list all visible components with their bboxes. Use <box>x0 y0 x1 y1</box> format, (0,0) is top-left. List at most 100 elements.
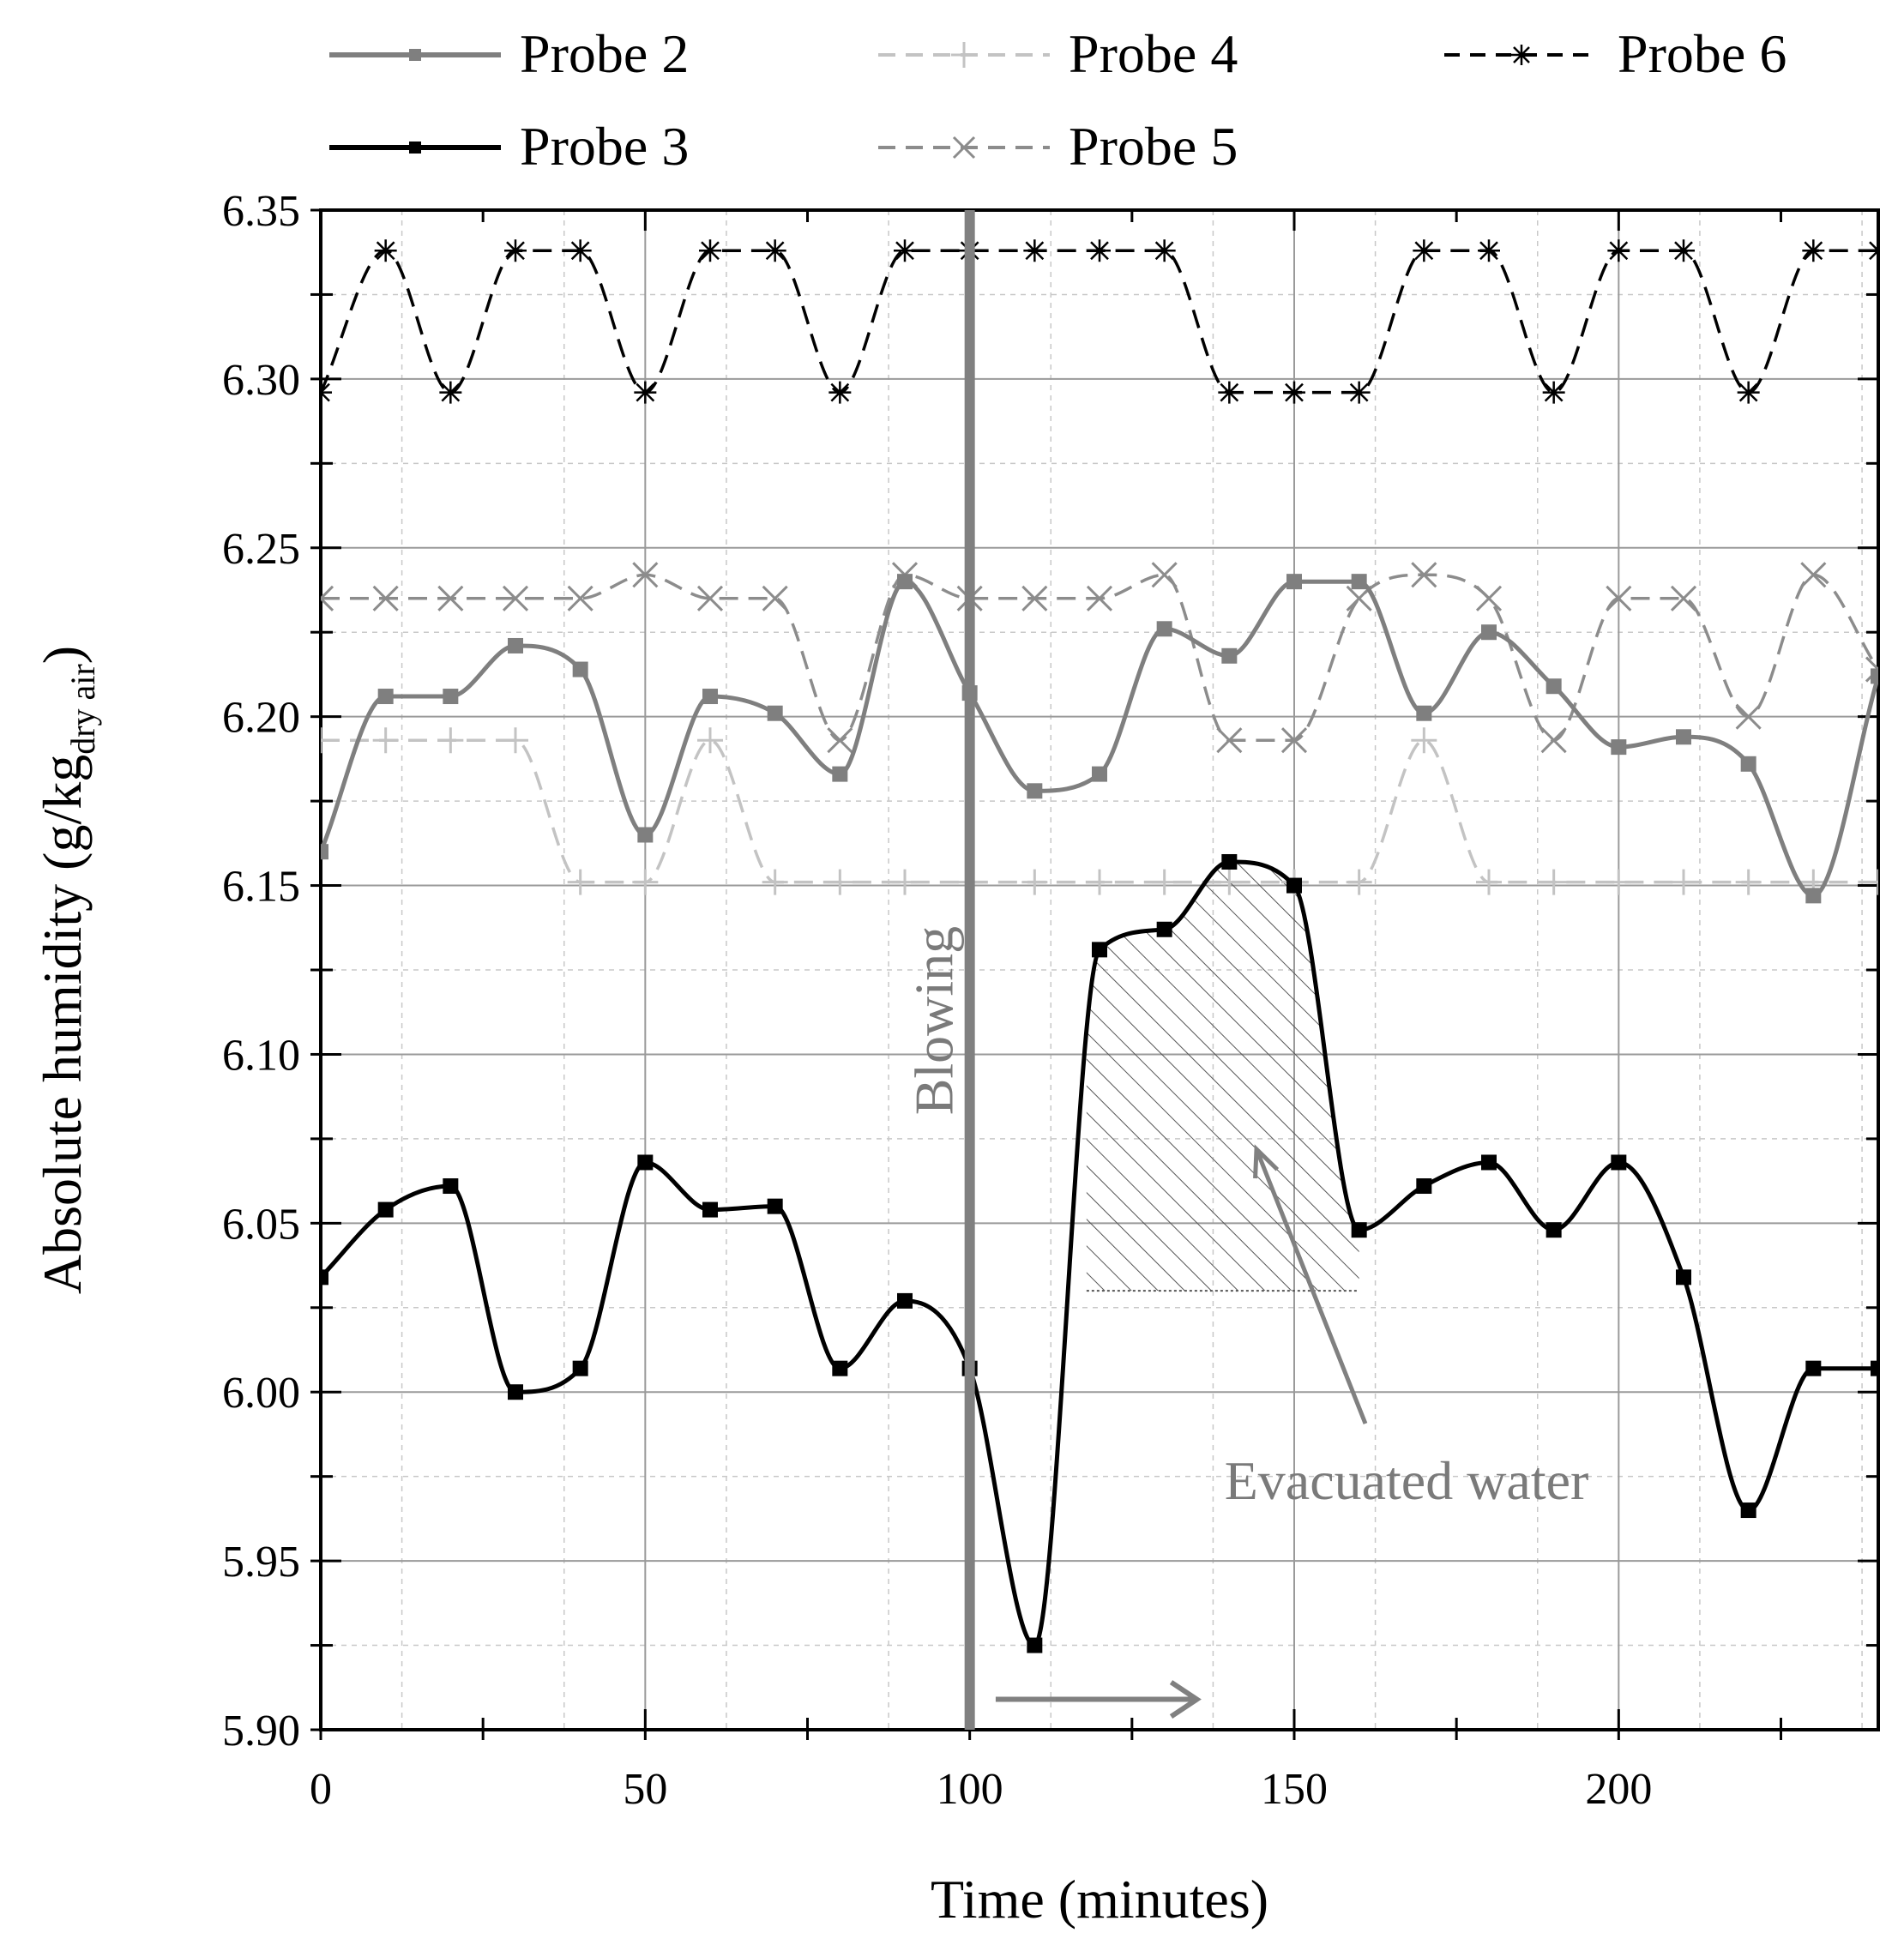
svg-text:Absolute humidity (g/kgdry air: Absolute humidity (g/kgdry air) <box>32 646 102 1294</box>
data-point-probe-4 <box>1671 869 1696 895</box>
data-point-probe-5 <box>1865 656 1878 683</box>
data-point-probe-3 <box>572 1360 588 1376</box>
data-point-probe-2 <box>702 689 718 705</box>
legend-label-probe-6: Probe 6 <box>1618 23 1787 84</box>
data-point-probe-5 <box>827 727 853 754</box>
data-point-probe-5 <box>1800 562 1827 588</box>
y-tick-label: 5.95 <box>222 1538 300 1587</box>
legend-entry-probe-5: Probe 5 <box>878 116 1238 177</box>
data-point-probe-3 <box>1351 1222 1367 1238</box>
data-point-probe-6 <box>1283 381 1305 404</box>
data-point-probe-6 <box>1413 239 1436 262</box>
data-point-probe-2 <box>508 637 523 653</box>
data-point-probe-6 <box>1867 239 1878 262</box>
y-axis-title-close: ) <box>32 646 93 664</box>
data-point-probe-2 <box>1676 729 1691 745</box>
data-point-probe-4 <box>1021 869 1048 895</box>
series-line-probe-2 <box>321 579 1878 898</box>
series-probe-4 <box>321 727 1878 895</box>
data-point-probe-3 <box>832 1360 848 1376</box>
data-point-probe-6 <box>374 239 397 262</box>
data-point-probe-6 <box>1607 239 1630 262</box>
data-point-probe-4 <box>697 727 723 754</box>
data-point-probe-2 <box>321 844 328 860</box>
data-point-probe-5 <box>1280 727 1308 754</box>
data-point-probe-4 <box>827 869 853 895</box>
data-point-probe-5 <box>1735 703 1762 730</box>
legend-label-probe-2: Probe 2 <box>520 23 689 84</box>
data-point-probe-6 <box>699 239 721 262</box>
data-point-probe-5 <box>1151 562 1178 588</box>
data-point-probe-3 <box>1740 1502 1756 1519</box>
evacuated-pointer-shaft <box>1254 1148 1368 1424</box>
data-point-probe-6 <box>634 381 657 404</box>
data-point-probe-5 <box>372 585 399 611</box>
data-point-probe-2 <box>1740 756 1756 772</box>
data-point-probe-6 <box>894 239 916 262</box>
data-point-probe-2 <box>767 705 783 721</box>
legend: Probe 2 Probe 3 Probe 4 Probe 5 Probe 6 <box>329 23 1787 177</box>
data-point-probe-2 <box>1351 574 1367 590</box>
data-point-probe-2 <box>572 661 588 677</box>
data-point-probe-3 <box>702 1201 718 1218</box>
series-probe-3 <box>321 853 1878 1653</box>
y-axis-title: Absolute humidity (g/kgdry air) <box>32 646 102 1294</box>
data-point-probe-5 <box>762 585 788 611</box>
evacuated-water-hatch <box>1086 862 1359 1292</box>
data-point-probe-6 <box>1153 239 1176 262</box>
legend-entry-probe-6: Probe 6 <box>1444 23 1787 84</box>
data-point-probe-4 <box>762 869 788 895</box>
data-point-probe-6 <box>828 381 852 404</box>
data-point-probe-2 <box>1092 766 1107 782</box>
data-point-probe-5 <box>1606 585 1632 611</box>
data-point-probe-4 <box>1411 727 1437 754</box>
data-point-probe-2 <box>1481 624 1497 641</box>
legend-entry-probe-4: Probe 4 <box>878 23 1238 84</box>
axes: 0 50 100 150 200 5.90 5.95 6.00 6.05 6.10 6.15 6.20… <box>222 187 1880 1814</box>
data-point-probe-6 <box>1542 381 1565 404</box>
y-tick-label: 6.30 <box>222 356 300 405</box>
legend-entry-probe-3: Probe 3 <box>329 116 689 177</box>
data-point-probe-3 <box>508 1384 523 1400</box>
data-point-probe-6 <box>1478 239 1500 262</box>
data-point-probe-3 <box>897 1292 913 1309</box>
data-point-probe-2 <box>1156 621 1172 637</box>
data-point-probe-3 <box>1156 921 1172 937</box>
data-point-probe-3 <box>321 1269 328 1286</box>
data-point-probe-2 <box>1027 783 1043 799</box>
data-point-probe-3 <box>1545 1222 1562 1238</box>
data-point-probe-6 <box>1088 239 1111 262</box>
data-point-probe-5 <box>567 585 593 611</box>
data-point-probe-5 <box>696 585 724 611</box>
data-point-probe-3 <box>377 1201 394 1218</box>
data-point-probe-3 <box>1871 1360 1878 1376</box>
y-tick-label: 6.00 <box>222 1369 300 1418</box>
data-point-probe-3 <box>637 1154 654 1171</box>
data-point-probe-5 <box>632 562 659 588</box>
x-tick-label: 50 <box>623 1765 667 1814</box>
data-point-probe-2 <box>1871 668 1878 684</box>
data-point-probe-4 <box>372 727 399 754</box>
data-point-probe-6 <box>1802 239 1825 262</box>
data-point-probe-2 <box>637 827 654 843</box>
data-point-probe-4 <box>1540 869 1567 895</box>
data-point-probe-5 <box>1475 585 1503 611</box>
data-point-probe-5 <box>437 585 464 611</box>
series-line-probe-6 <box>321 249 1878 394</box>
data-point-probe-3 <box>767 1198 783 1214</box>
data-point-probe-6 <box>439 381 462 404</box>
series-probe-2 <box>321 574 1878 904</box>
legend-label-probe-4: Probe 4 <box>1069 23 1238 84</box>
series-line-probe-4 <box>321 738 1878 884</box>
y-tick-label: 6.35 <box>222 187 300 236</box>
legend-label-probe-5: Probe 5 <box>1069 116 1238 177</box>
data-point-probe-4 <box>1216 869 1243 895</box>
data-point-probe-3 <box>1027 1637 1043 1653</box>
series-probe-5 <box>321 562 1878 754</box>
data-point-probe-4 <box>1606 869 1632 895</box>
y-tick-label: 6.10 <box>222 1031 300 1080</box>
y-axis-title-main: Absolute humidity (g/kg <box>32 755 93 1294</box>
data-point-probe-4 <box>437 727 464 754</box>
data-point-probe-6 <box>763 239 786 262</box>
y-tick-label: 6.25 <box>222 525 300 574</box>
